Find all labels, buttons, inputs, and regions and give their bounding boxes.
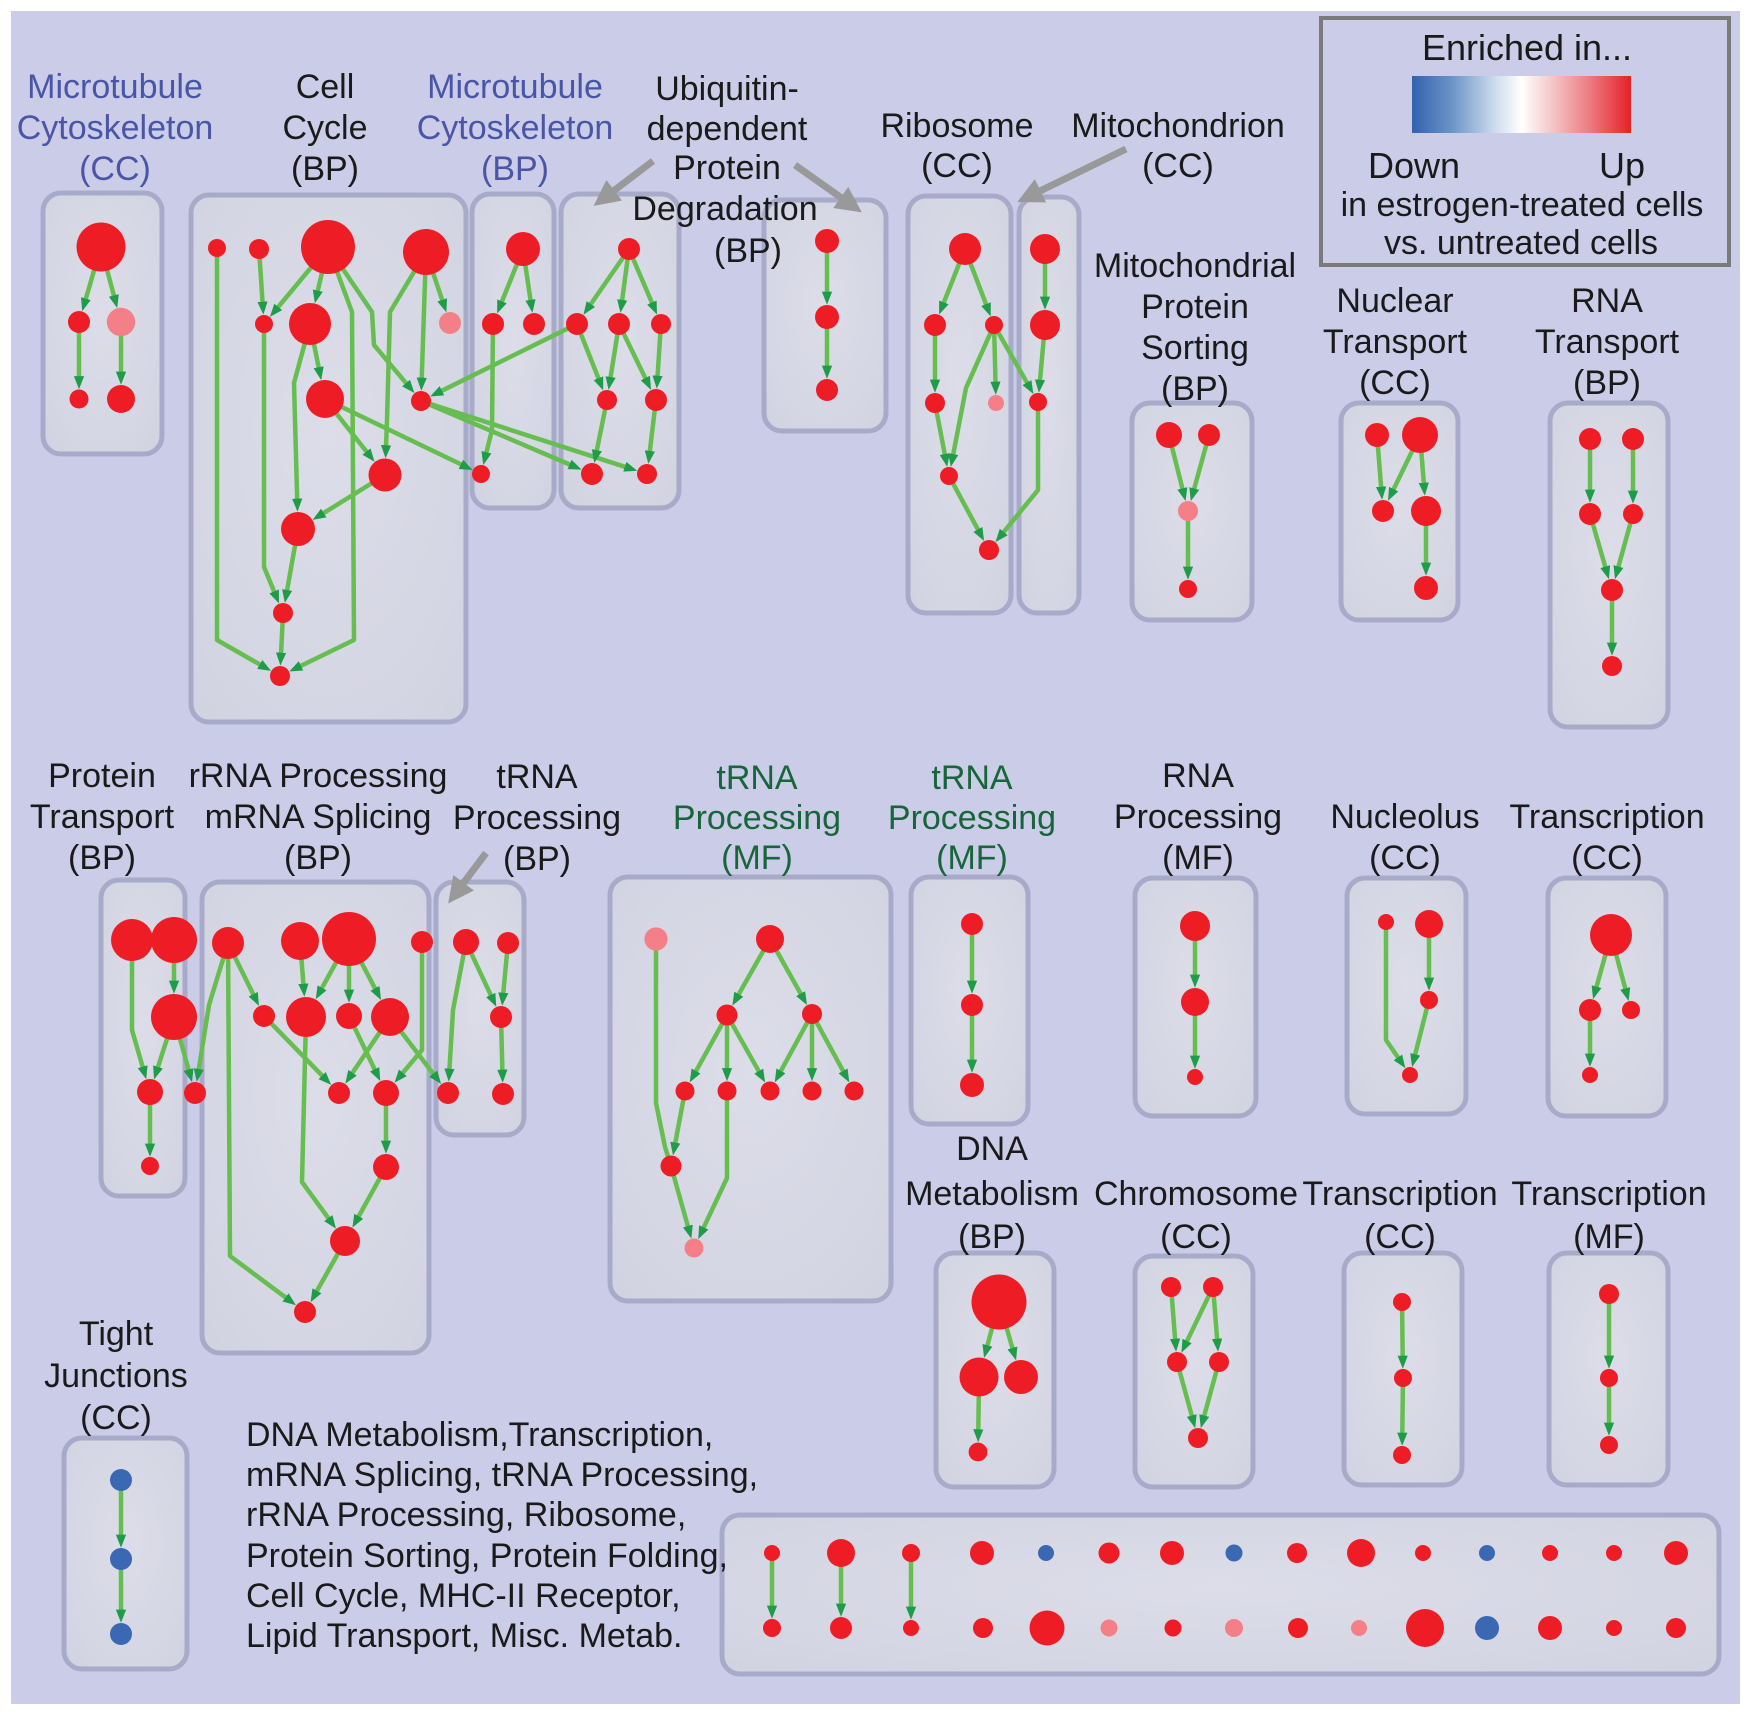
svg-text:(CC): (CC) xyxy=(80,1399,152,1437)
svg-text:tRNA: tRNA xyxy=(931,759,1013,797)
svg-text:(BP): (BP) xyxy=(503,840,571,878)
svg-text:Protein Sorting, Protein Foldi: Protein Sorting, Protein Folding, xyxy=(246,1537,728,1575)
svg-text:Cytoskeleton: Cytoskeleton xyxy=(417,109,614,147)
svg-text:RNA: RNA xyxy=(1162,757,1234,795)
svg-text:Tight: Tight xyxy=(79,1315,154,1353)
svg-text:Degradation: Degradation xyxy=(632,190,817,228)
svg-text:Transport: Transport xyxy=(1535,323,1680,361)
svg-text:(BP): (BP) xyxy=(284,839,352,877)
svg-text:Ribosome: Ribosome xyxy=(880,107,1033,145)
svg-text:in estrogen-treated cells: in estrogen-treated cells xyxy=(1341,186,1704,224)
svg-text:rRNA Processing, Ribosome,: rRNA Processing, Ribosome, xyxy=(246,1496,686,1534)
svg-text:(BP): (BP) xyxy=(714,232,782,270)
svg-text:Ubiquitin-: Ubiquitin- xyxy=(655,70,799,108)
svg-text:Protein: Protein xyxy=(673,149,781,187)
svg-text:(MF): (MF) xyxy=(1162,839,1234,877)
svg-text:Transcription: Transcription xyxy=(1511,1175,1706,1213)
svg-text:tRNA: tRNA xyxy=(716,759,798,797)
svg-text:vs. untreated cells: vs. untreated cells xyxy=(1384,224,1658,262)
svg-text:Down: Down xyxy=(1368,145,1460,186)
svg-text:RNA: RNA xyxy=(1571,282,1643,320)
svg-text:(BP): (BP) xyxy=(291,150,359,188)
svg-text:(CC): (CC) xyxy=(1571,839,1643,877)
svg-text:Processing: Processing xyxy=(1114,798,1282,836)
svg-text:Processing: Processing xyxy=(673,799,841,837)
svg-text:(BP): (BP) xyxy=(1573,364,1641,402)
svg-text:(BP): (BP) xyxy=(481,150,549,188)
svg-text:Protein: Protein xyxy=(1141,288,1249,326)
svg-text:(CC): (CC) xyxy=(1142,147,1214,185)
svg-text:Cell Cycle, MHC-II Receptor,: Cell Cycle, MHC-II Receptor, xyxy=(246,1577,681,1615)
svg-text:mRNA Splicing, tRNA Processing: mRNA Splicing, tRNA Processing, xyxy=(246,1456,758,1494)
svg-text:(CC): (CC) xyxy=(1364,1218,1436,1256)
svg-text:Lipid Transport, Misc. Metab.: Lipid Transport, Misc. Metab. xyxy=(246,1617,683,1655)
svg-text:Enriched in...: Enriched in... xyxy=(1422,27,1632,68)
svg-text:Chromosome: Chromosome xyxy=(1094,1175,1298,1213)
svg-text:Nucleolus: Nucleolus xyxy=(1330,798,1479,836)
svg-text:(MF): (MF) xyxy=(1573,1218,1645,1256)
svg-text:Metabolism: Metabolism xyxy=(905,1175,1079,1213)
svg-text:Transcription: Transcription xyxy=(1509,798,1704,836)
svg-text:(MF): (MF) xyxy=(936,839,1008,877)
svg-text:Junctions: Junctions xyxy=(44,1357,188,1395)
svg-text:Microtubule: Microtubule xyxy=(427,68,603,106)
svg-text:Cycle: Cycle xyxy=(282,109,367,147)
svg-text:rRNA Processing: rRNA Processing xyxy=(189,757,448,795)
svg-text:Up: Up xyxy=(1599,145,1645,186)
svg-text:(CC): (CC) xyxy=(1369,839,1441,877)
svg-text:(BP): (BP) xyxy=(958,1218,1026,1256)
svg-text:dependent: dependent xyxy=(647,110,808,148)
svg-text:Cell: Cell xyxy=(296,68,355,106)
svg-text:(CC): (CC) xyxy=(79,150,151,188)
svg-text:(CC): (CC) xyxy=(921,147,993,185)
svg-text:(MF): (MF) xyxy=(721,839,793,877)
svg-text:DNA: DNA xyxy=(956,1130,1028,1168)
svg-text:(BP): (BP) xyxy=(1161,370,1229,408)
svg-text:mRNA Splicing: mRNA Splicing xyxy=(205,798,432,836)
svg-text:Transport: Transport xyxy=(1323,323,1468,361)
svg-text:Microtubule: Microtubule xyxy=(27,68,203,106)
svg-text:Mitochondrial: Mitochondrial xyxy=(1094,247,1296,285)
svg-text:Processing: Processing xyxy=(888,799,1056,837)
svg-text:tRNA: tRNA xyxy=(496,758,578,796)
svg-text:(CC): (CC) xyxy=(1160,1218,1232,1256)
svg-text:Mitochondrion: Mitochondrion xyxy=(1071,107,1285,145)
svg-text:Protein: Protein xyxy=(48,757,156,795)
svg-text:(CC): (CC) xyxy=(1359,364,1431,402)
svg-text:Sorting: Sorting xyxy=(1141,329,1249,367)
svg-text:Transport: Transport xyxy=(30,798,175,836)
svg-text:Processing: Processing xyxy=(453,799,621,837)
svg-text:Transcription: Transcription xyxy=(1302,1175,1497,1213)
svg-text:(BP): (BP) xyxy=(68,839,136,877)
svg-text:DNA Metabolism,Transcription,: DNA Metabolism,Transcription, xyxy=(246,1416,713,1454)
svg-text:Cytoskeleton: Cytoskeleton xyxy=(17,109,214,147)
svg-text:Nuclear: Nuclear xyxy=(1336,282,1453,320)
